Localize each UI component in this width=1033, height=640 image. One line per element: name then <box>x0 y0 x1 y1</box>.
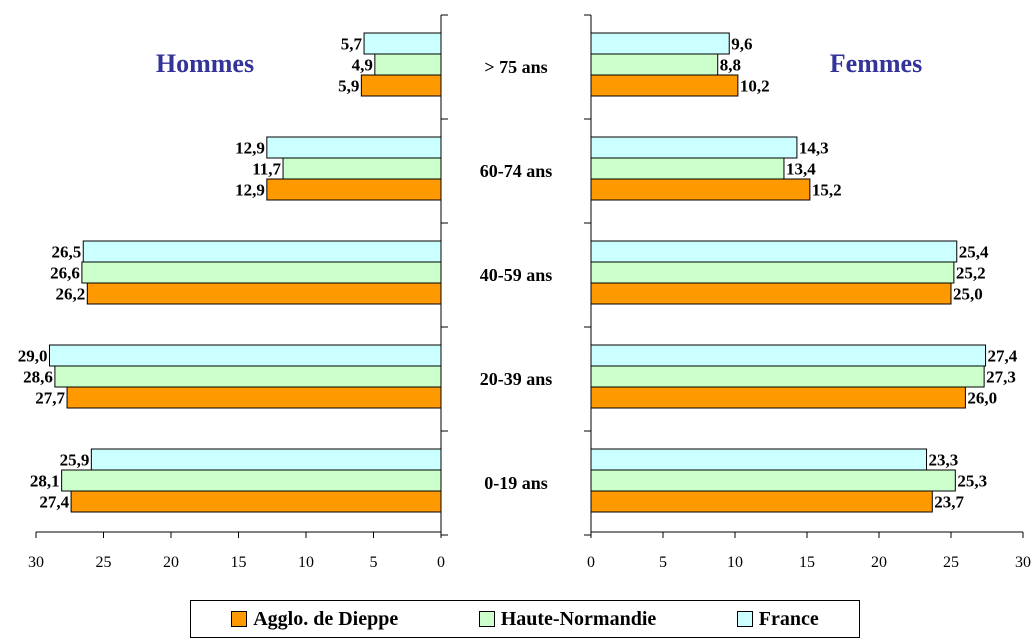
legend-swatch <box>736 611 753 627</box>
femmes-data-label: 13,4 <box>786 160 816 179</box>
femmes-tick-label: 15 <box>799 554 815 571</box>
femmes-tick-label: 0 <box>587 554 595 571</box>
legend-swatch <box>231 611 248 627</box>
hommes-bar-france <box>90 448 442 471</box>
hommes-bar-haute-normandie <box>81 261 442 284</box>
hommes-bar-france <box>49 344 442 367</box>
hommes-panel-title: Hommes <box>156 49 254 78</box>
femmes-bar-agglo-de-dieppe <box>590 282 952 305</box>
femmes-bar-agglo-de-dieppe <box>590 386 966 409</box>
hommes-data-label: 28,1 <box>30 472 60 491</box>
femmes-data-label: 25,4 <box>959 243 989 262</box>
hommes-data-label: 11,7 <box>252 160 281 179</box>
age-group-label: 60-74 ans <box>480 161 553 181</box>
hommes-tick-label: 20 <box>163 554 179 571</box>
hommes-data-label: 12,9 <box>235 139 265 158</box>
femmes-data-label: 23,3 <box>929 451 959 470</box>
femmes-data-label: 23,7 <box>934 493 964 512</box>
chart-legend: Agglo. de Dieppe Haute-Normandie France <box>190 600 860 638</box>
hommes-bar-haute-normandie <box>374 53 442 76</box>
hommes-data-label: 28,6 <box>23 368 53 387</box>
hommes-bar-haute-normandie <box>61 469 442 492</box>
femmes-bar-france <box>590 136 798 159</box>
age-group-label: > 75 ans <box>484 57 547 77</box>
legend-item-france: France <box>736 607 819 631</box>
hommes-bar-france <box>82 240 442 263</box>
hommes-data-label: 27,4 <box>39 493 69 512</box>
femmes-tick-label: 10 <box>727 554 743 571</box>
legend-item-haute-normandie: Haute-Normandie <box>478 607 657 631</box>
hommes-tick-label: 25 <box>96 554 112 571</box>
femmes-bar-haute-normandie <box>590 157 785 180</box>
femmes-data-label: 25,0 <box>953 285 983 304</box>
hommes-bar-agglo-de-dieppe <box>360 74 442 97</box>
hommes-data-label: 26,2 <box>56 285 86 304</box>
hommes-bar-france <box>266 136 442 159</box>
femmes-data-label: 25,2 <box>956 264 986 283</box>
femmes-data-label: 10,2 <box>740 77 770 96</box>
femmes-tick-label: 5 <box>659 554 667 571</box>
femmes-tick-label: 30 <box>1015 554 1031 571</box>
femmes-bar-france <box>590 344 987 367</box>
hommes-data-label: 4,9 <box>352 56 373 75</box>
femmes-tick-label: 20 <box>871 554 887 571</box>
hommes-tick-label: 10 <box>298 554 314 571</box>
hommes-data-label: 5,7 <box>341 35 363 54</box>
legend-label: Agglo. de Dieppe <box>253 607 399 630</box>
femmes-data-label: 8,8 <box>720 56 741 75</box>
hommes-tick-label: 30 <box>28 554 44 571</box>
hommes-data-label: 5,9 <box>338 77 359 96</box>
age-group-label: 0-19 ans <box>484 473 548 493</box>
age-group-label: 20-39 ans <box>480 369 553 389</box>
femmes-data-label: 14,3 <box>799 139 829 158</box>
hommes-bar-agglo-de-dieppe <box>86 282 442 305</box>
hommes-data-label: 12,9 <box>235 181 265 200</box>
femmes-data-label: 27,4 <box>988 347 1018 366</box>
hommes-tick-label: 15 <box>231 554 247 571</box>
femmes-panel-title: Femmes <box>830 49 922 78</box>
hommes-bar-haute-normandie <box>282 157 442 180</box>
hommes-bar-agglo-de-dieppe <box>70 490 442 513</box>
hommes-tick-label: 5 <box>370 554 378 571</box>
hommes-data-label: 27,7 <box>35 389 65 408</box>
femmes-data-label: 15,2 <box>812 181 842 200</box>
hommes-data-label: 29,0 <box>18 347 48 366</box>
femmes-data-label: 27,3 <box>986 368 1016 387</box>
hommes-bar-haute-normandie <box>54 365 442 388</box>
legend-item-agglo-de-dieppe: Agglo. de Dieppe <box>231 608 398 631</box>
femmes-data-label: 26,0 <box>967 389 997 408</box>
femmes-data-label: 9,6 <box>731 35 752 54</box>
hommes-tick-label: 0 <box>437 554 445 571</box>
femmes-tick-label: 25 <box>943 554 959 571</box>
femmes-data-label: 25,3 <box>957 472 987 491</box>
legend-label: Haute-Normandie <box>500 607 657 630</box>
femmes-bar-haute-normandie <box>590 53 719 76</box>
femmes-bar-haute-normandie <box>590 365 985 388</box>
age-group-label: 40-59 ans <box>480 265 553 285</box>
femmes-bar-agglo-de-dieppe <box>590 490 933 513</box>
hommes-bar-agglo-de-dieppe <box>266 178 442 201</box>
hommes-bar-agglo-de-dieppe <box>66 386 442 409</box>
legend-swatch <box>478 611 495 627</box>
femmes-bar-haute-normandie <box>590 469 956 492</box>
femmes-bar-france <box>590 32 730 55</box>
femmes-bar-agglo-de-dieppe <box>590 178 811 201</box>
femmes-bar-agglo-de-dieppe <box>590 74 739 97</box>
hommes-data-label: 25,9 <box>60 451 90 470</box>
femmes-bar-haute-normandie <box>590 261 955 284</box>
hommes-bar-france <box>363 32 442 55</box>
femmes-bar-france <box>590 448 928 471</box>
hommes-data-label: 26,6 <box>50 264 80 283</box>
femmes-bar-france <box>590 240 958 263</box>
hommes-data-label: 26,5 <box>52 243 82 262</box>
legend-label: France <box>758 607 819 630</box>
